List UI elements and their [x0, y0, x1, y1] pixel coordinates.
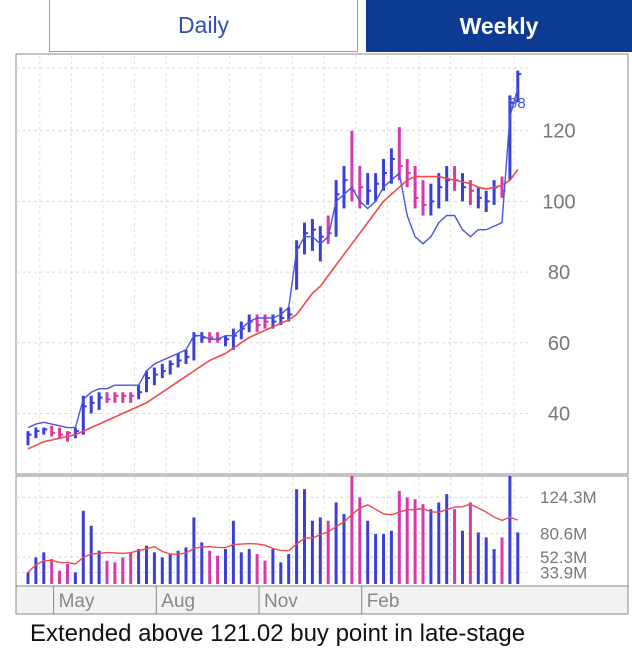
volume-bar [66, 564, 69, 584]
volume-bar [129, 552, 133, 584]
volume-bar [413, 499, 417, 584]
volume-bar [468, 502, 472, 584]
volume-bar [81, 510, 85, 584]
volume-tick-label: 52.3M [540, 548, 587, 567]
date-label: Aug [161, 591, 195, 612]
tab-daily[interactable]: Daily [49, 0, 358, 52]
volume-bar [271, 549, 275, 584]
moving-average-line [27, 169, 519, 450]
volume-bar [113, 562, 117, 584]
volume-bar [303, 489, 306, 584]
volume-bar [516, 532, 520, 584]
price-axis: 120 100 80 60 40 [542, 121, 575, 426]
volume-bar [295, 489, 299, 584]
price-tick-label: 80 [548, 262, 570, 284]
volume-bar [176, 550, 180, 584]
volume-bar [492, 549, 496, 584]
volume-bar [192, 517, 196, 584]
price-tick-label: 60 [548, 333, 570, 355]
price-panel [15, 53, 629, 475]
timeframe-tabs: Daily Weekly [0, 0, 632, 54]
volume-bar [73, 572, 77, 584]
rs-line-label: 98 [509, 95, 526, 112]
volume-bar [382, 534, 385, 584]
volume-bar [405, 497, 409, 584]
volume-bar [389, 530, 393, 584]
volume-bar [231, 520, 235, 584]
volume-bar [445, 494, 449, 584]
volume-bar [508, 475, 512, 584]
volume-tick-label: 124.3M [540, 488, 597, 507]
volume-bar [279, 562, 283, 584]
volume-bar [429, 509, 433, 584]
volume-panel [15, 475, 629, 587]
date-axis-strip [15, 585, 629, 615]
volume-bar [26, 572, 30, 584]
volume-bar [287, 554, 291, 584]
price-tick-label: 100 [542, 191, 575, 213]
volume-bar [358, 497, 362, 584]
volume-bar [437, 502, 441, 584]
volume-bar [97, 550, 101, 584]
volume-bar [421, 504, 425, 584]
date-label: Nov [264, 591, 298, 612]
volume-bar [397, 490, 401, 584]
volume-bars [26, 475, 520, 584]
volume-bar [168, 554, 172, 584]
volume-bar [58, 570, 62, 584]
volume-bar [145, 545, 148, 584]
indicator-lines [27, 88, 519, 573]
chart-caption: Extended above 121.02 buy point in late-… [30, 620, 526, 647]
volume-bar [216, 555, 220, 584]
volume-bar [224, 549, 227, 584]
volume-bar [89, 525, 93, 584]
volume-bar [318, 517, 322, 584]
volume-bar [326, 520, 330, 584]
date-label: May [59, 591, 95, 612]
volume-bar [342, 514, 346, 584]
volume-bar [50, 559, 54, 584]
volume-bar [152, 552, 156, 584]
volume-bar [263, 560, 267, 584]
volume-bar [239, 552, 243, 584]
gridlines [16, 55, 528, 585]
volume-bar [350, 475, 354, 584]
volume-bar [484, 537, 488, 584]
volume-tick-label: 33.9M [540, 563, 587, 582]
volume-bar [476, 532, 480, 584]
tab-weekly[interactable]: Weekly [366, 0, 632, 52]
price-tick-label: 40 [548, 403, 570, 425]
volume-bar [453, 509, 457, 584]
volume-bar [34, 557, 38, 584]
volume-bar [366, 520, 370, 584]
volume-bar [42, 552, 46, 584]
volume-bar [137, 549, 141, 584]
date-label: Feb [367, 591, 400, 612]
volume-bar [184, 547, 188, 584]
volume-bar [500, 537, 504, 584]
price-tick-label: 120 [542, 121, 575, 143]
volume-tick-label: 80.6M [540, 525, 587, 544]
volume-bar [121, 557, 125, 584]
volume-bar [200, 542, 204, 584]
volume-bar [208, 550, 212, 584]
volume-bar [334, 502, 338, 584]
volume-bar [255, 554, 259, 584]
rs-line [27, 88, 519, 429]
volume-bar [247, 549, 251, 584]
volume-bar [105, 560, 109, 584]
date-axis: May Aug Nov Feb [53, 586, 400, 614]
volume-bar [160, 557, 164, 584]
volume-bar [310, 520, 314, 584]
volume-average-line [27, 503, 519, 573]
volume-bar [461, 530, 464, 584]
volume-bar [374, 534, 378, 584]
